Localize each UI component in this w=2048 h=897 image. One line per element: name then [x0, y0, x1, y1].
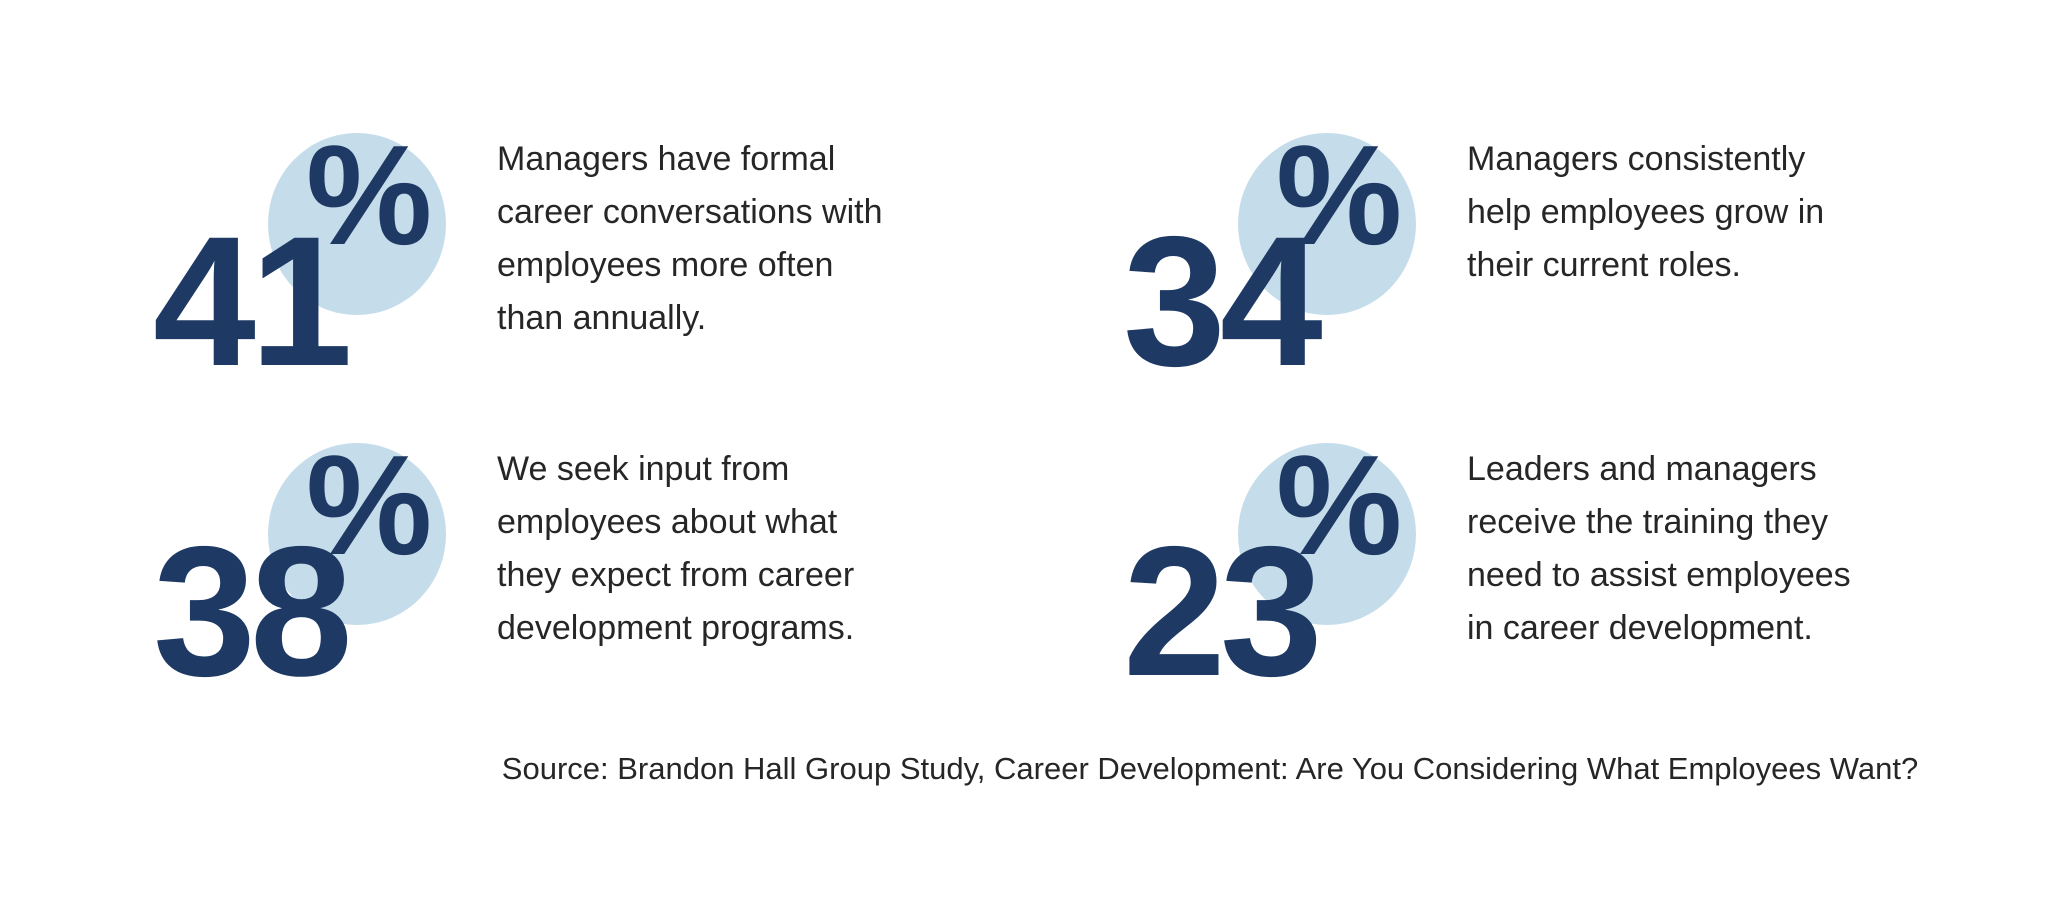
stat-description: Managers consistently help employees gro…	[1467, 133, 1824, 292]
stat-description-line: their current roles.	[1467, 246, 1741, 284]
stat-value: 38	[153, 509, 353, 715]
stat-value: 23	[1123, 509, 1323, 715]
stat-card-41: % 41 Managers have formal career convers…	[120, 95, 1010, 395]
percent-sign: %	[1276, 426, 1403, 585]
stat-description-line: Leaders and managers	[1467, 450, 1817, 488]
stat-figure: % 41	[120, 95, 455, 395]
stat-description-line: help employees grow in	[1467, 193, 1825, 231]
stat-description-line: career conversations with	[497, 193, 883, 231]
stat-value: 41	[153, 199, 353, 405]
stat-description: Managers have formal career conversation…	[497, 133, 883, 345]
stat-description-line: We seek input from	[497, 450, 790, 488]
stat-description: Leaders and managers receive the trainin…	[1467, 443, 1851, 655]
stat-figure: % 38	[120, 405, 455, 705]
stat-value: 34	[1123, 199, 1323, 405]
stat-description-line: development programs.	[497, 609, 855, 647]
stat-card-38: % 38 We seek input from employees about …	[120, 405, 1010, 705]
stat-description-line: Managers consistently	[1467, 140, 1806, 178]
stat-description-line: need to assist employees	[1467, 556, 1851, 594]
stat-description-line: employees more often	[497, 246, 834, 284]
circle-background	[1238, 133, 1416, 315]
stat-description-line: receive the training they	[1467, 503, 1828, 541]
stat-description-line: employees about what	[497, 503, 838, 541]
circle-background	[1238, 443, 1416, 625]
stat-description-line: than annually.	[497, 299, 707, 337]
source-note: Source: Brandon Hall Group Study, Career…	[501, 751, 1919, 786]
percent-sign: %	[306, 116, 433, 275]
circle-background	[268, 443, 446, 625]
stat-description-line: they expect from career	[497, 556, 855, 594]
stat-description-line: Managers have formal	[497, 140, 836, 178]
stat-card-34: % 34 Managers consistently help employee…	[1090, 95, 1980, 395]
circle-background	[268, 133, 446, 315]
stat-card-23: % 23 Leaders and managers receive the tr…	[1090, 405, 1980, 705]
percent-sign: %	[306, 426, 433, 585]
stat-figure: % 23	[1090, 405, 1425, 705]
stat-description-line: in career development.	[1467, 609, 1813, 647]
stat-description: We seek input from employees about what …	[497, 443, 854, 655]
percent-sign: %	[1276, 116, 1403, 275]
stat-figure: % 34	[1090, 95, 1425, 395]
